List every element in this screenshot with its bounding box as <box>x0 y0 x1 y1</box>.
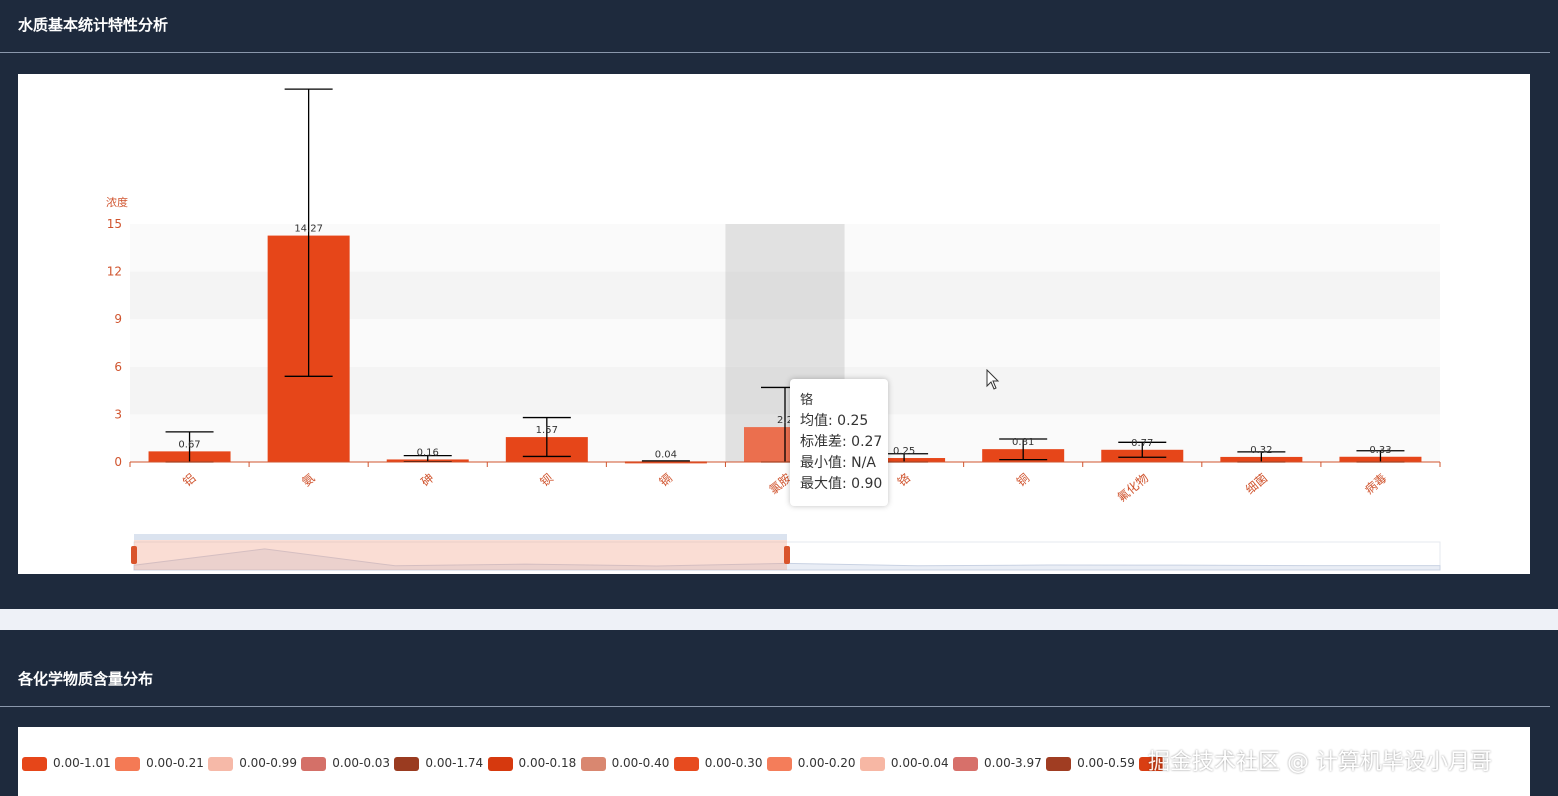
watermark: 掘金技术社区 @ 计算机毕设小月哥 <box>1148 750 1492 775</box>
category-label: 砷 <box>418 471 436 489</box>
data-label: 14.27 <box>294 224 323 235</box>
legend-label: 0.00-1.74 <box>425 756 484 770</box>
y-axis-title: 浓度 <box>106 195 128 209</box>
data-label: 0.16 <box>417 447 439 458</box>
legend-swatch <box>859 757 885 771</box>
legend-swatch <box>394 757 420 771</box>
legend-swatch <box>208 757 234 771</box>
tooltip-min: 最小值: N/A <box>800 455 876 471</box>
legend-swatch <box>301 757 327 771</box>
y-tick-label: 6 <box>114 360 122 374</box>
legend-swatch <box>1139 757 1165 771</box>
legend-swatch <box>487 757 513 771</box>
y-tick-label: 3 <box>114 407 122 421</box>
category-label: 钡 <box>538 471 556 489</box>
data-label: 0.81 <box>1012 437 1034 448</box>
distribution-legend: 0.00-1.01 0.00-0.21 0.00-0.99 0.00-0.03 0.00… <box>22 754 1522 774</box>
legend-swatch <box>1046 757 1072 771</box>
legend-label: 0.00-0.59 <box>1077 756 1135 770</box>
legend-swatch <box>766 757 792 771</box>
data-label: 0.67 <box>178 439 200 450</box>
legend-swatch <box>115 757 141 771</box>
tooltip-mean: 均值: 0.25 <box>800 413 869 429</box>
category-label: 铜 <box>1013 470 1032 489</box>
legend-label: 0.00-0.03 <box>332 756 391 770</box>
legend-swatch <box>22 757 47 771</box>
zoom-selection-bar <box>134 534 787 540</box>
category-label: 细菌 <box>1243 471 1270 497</box>
legend-label: 0.00-0.18 <box>518 756 577 770</box>
legend-label: 0.00-0.40 <box>611 756 670 770</box>
distribution-section-title: 各化学物质含量分布 <box>18 670 154 688</box>
data-label: 1.57 <box>536 425 558 436</box>
data-label: 0.04 <box>655 449 677 460</box>
legend-swatch <box>953 757 978 771</box>
tooltip-max: 最大值: 0.90 <box>800 476 883 492</box>
y-tick-label: 15 <box>107 217 122 231</box>
data-label: 0.32 <box>1250 445 1272 456</box>
mouse-cursor-icon <box>986 369 1000 390</box>
chart-tooltip: 铬 均值: 0.25 标准差: 0.27 最小值: N/A 最大值: 0.90 <box>790 379 888 506</box>
legend-label: 0.00-3.97 <box>984 756 1042 770</box>
zoom-preview-area <box>133 548 1441 571</box>
tooltip-title: 铬 <box>800 393 814 408</box>
zoom-handle-left[interactable] <box>131 546 137 564</box>
category-label: 病毒 <box>1361 470 1389 497</box>
section-divider <box>0 706 1550 707</box>
legend-label: 0.00-0.21 <box>146 756 204 770</box>
zoom-selection <box>134 536 787 570</box>
section-gap <box>0 609 1558 630</box>
legend-swatch <box>673 757 699 771</box>
statistics-section-title: 水质基本统计特性分析 <box>18 16 169 34</box>
legend-label: 0.00-0.99 <box>239 756 297 770</box>
y-tick-label: 12 <box>107 265 122 279</box>
legend-label: 0.00-0.04 <box>890 756 949 770</box>
bar-chart: 0 3 6 9 12 15 浓度 0.67 铝 14.27 氨 0.16 砷 1.57 钡 0.04 镉 2.2… <box>106 88 1441 571</box>
category-label: 铝 <box>180 470 199 489</box>
y-tick-label: 0 <box>114 455 122 469</box>
zoom-handle-right[interactable] <box>784 546 790 564</box>
tooltip-std: 标准差: 0.27 <box>800 434 883 450</box>
data-label: 2.2 <box>777 415 793 426</box>
data-label: 0.25 <box>893 446 915 457</box>
category-label: 镉 <box>657 471 675 489</box>
data-label: 0.77 <box>1131 438 1153 449</box>
y-tick-label: 9 <box>114 312 122 326</box>
section-divider <box>0 52 1550 53</box>
legend-swatch <box>580 757 606 771</box>
legend-label: 0.00-1.01 <box>53 756 111 770</box>
legend-label: 0.00-0.20 <box>797 756 856 770</box>
category-label: 氨 <box>299 471 317 489</box>
category-label: 氟化物 <box>1115 471 1152 505</box>
legend-label: 0.00-0.30 <box>704 756 763 770</box>
chart-panel: 0 3 6 9 12 15 浓度 0.67 铝 14.27 氨 0.16 砷 1.57 钡 0.04 镉 2.2… <box>18 74 1530 574</box>
data-label: 0.33 <box>1369 445 1391 456</box>
category-label: 铬 <box>894 470 913 489</box>
